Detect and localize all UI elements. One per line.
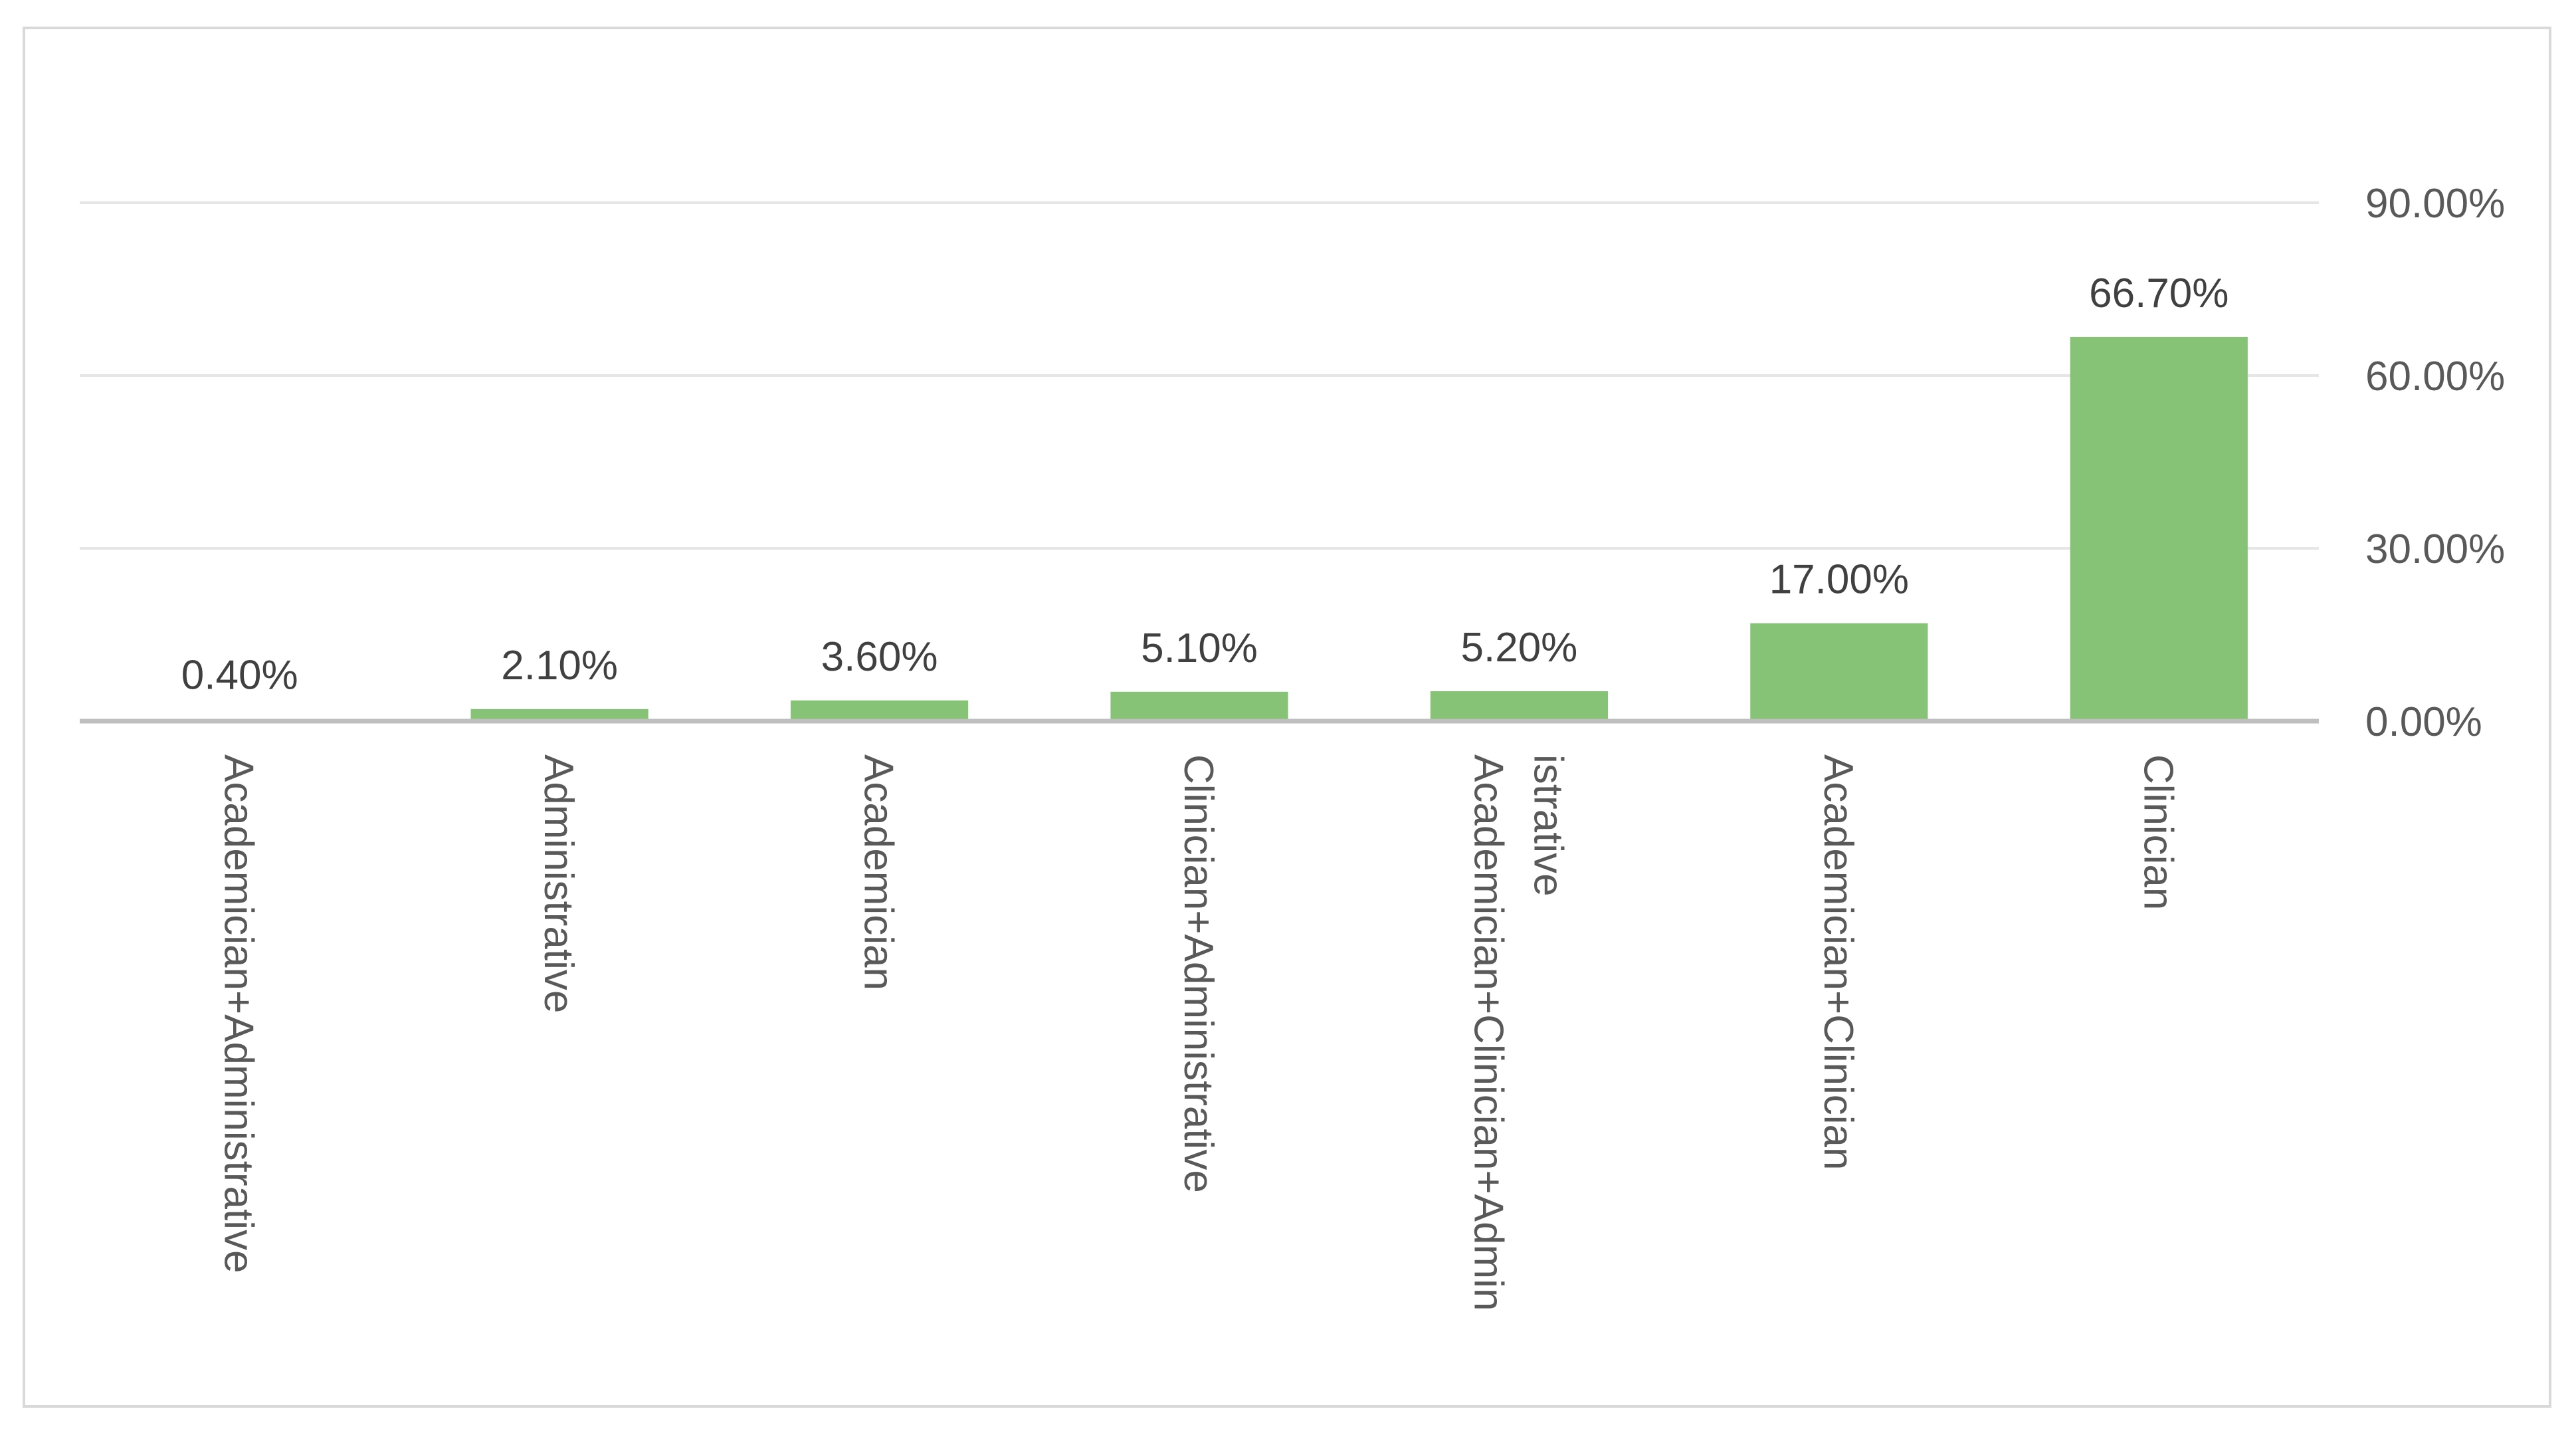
category-label: Clinician [2135, 754, 2181, 910]
category-label: Academician+Administrative [216, 754, 262, 1273]
category-label-line: Academician [856, 754, 902, 990]
category-label: Academician+Clinician [1815, 754, 1861, 1170]
data-label: 2.10% [501, 643, 618, 689]
y-tick-label: 30.00% [2365, 526, 2505, 572]
category-label-line: Academician+Clinician+Admin [1465, 754, 1511, 1311]
data-label: 3.60% [821, 634, 938, 680]
bar [1750, 623, 1928, 721]
category-label-line: Academician+Administrative [216, 754, 262, 1273]
category-label: Administrative [536, 754, 581, 1013]
bar [470, 709, 648, 721]
data-label: 66.70% [2089, 271, 2229, 316]
bar [1430, 691, 1609, 721]
data-label: 5.10% [1141, 625, 1258, 671]
bar [2070, 336, 2248, 721]
category-label: Academician+Clinician+Admin istrative [1465, 754, 1571, 1311]
category-label: Clinician+Administrative [1175, 754, 1221, 1193]
y-tick-label: 0.00% [2365, 699, 2482, 745]
category-labels: Academician+Administrative Administrative… [216, 754, 2181, 1311]
category-label-line: Clinician [2135, 754, 2181, 910]
category-label: Academician [856, 754, 902, 990]
gridlines [80, 201, 2319, 550]
y-axis-ticks: 0.00% 30.00% 60.00% 90.00% [2365, 181, 2505, 745]
bar [790, 700, 969, 721]
y-tick-label: 90.00% [2365, 181, 2505, 227]
bar [1110, 691, 1288, 721]
bars [151, 336, 2248, 721]
y-tick-label: 60.00% [2365, 354, 2505, 399]
data-label: 5.20% [1461, 625, 1578, 671]
category-label-line: Clinician+Administrative [1175, 754, 1221, 1193]
data-labels: 0.40% 2.10% 3.60% 5.10% 5.20% 17.00% 66.70% [181, 271, 2229, 699]
category-label-line: istrative [1525, 754, 1571, 897]
data-label: 0.40% [181, 653, 298, 699]
category-label-line: Administrative [536, 754, 581, 1013]
category-label-line: Academician+Clinician [1815, 754, 1861, 1170]
data-label: 17.00% [1769, 557, 1909, 603]
